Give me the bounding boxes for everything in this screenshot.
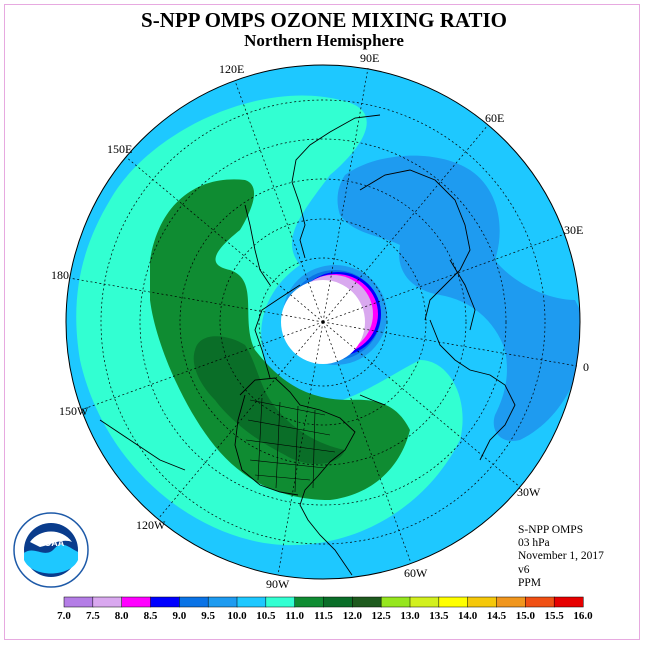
contour-11-5 <box>193 336 345 465</box>
lon-label-150e: 150E <box>107 142 133 156</box>
colorbar-tick-label: 16.0 <box>573 610 593 622</box>
colorbar-tick-label: 8.5 <box>144 610 158 622</box>
colorbar-tick-label: 12.0 <box>343 610 363 622</box>
colorbar-cell <box>207 596 238 608</box>
colorbar-cell <box>92 596 123 608</box>
lon-label-30e: 30E <box>564 223 584 237</box>
map-subtitle: Northern Hemisphere <box>244 31 404 50</box>
map-title: S-NPP OMPS OZONE MIXING RATIO <box>141 8 507 32</box>
lon-label-30w: 30W <box>517 485 541 499</box>
globe-outline <box>65 64 581 580</box>
colorbar: 7.0 7.5 8.0 8.5 9.0 9.5 10.0 10.5 11.0 11.5 12.0 12… <box>57 596 593 622</box>
colorbar-cell <box>121 596 152 608</box>
colorbar-tick-label: 15.0 <box>516 610 536 622</box>
colorbar-tick-label: 13.0 <box>400 610 420 622</box>
info-instrument: S-NPP OMPS <box>518 524 584 536</box>
colorbar-cell <box>525 596 555 608</box>
coastlines <box>99 114 516 576</box>
colorbar-tick-label: 7.5 <box>86 610 100 622</box>
lon-label-0: 0 <box>583 360 589 374</box>
info-version: v6 <box>518 563 530 576</box>
graticule <box>68 67 578 576</box>
lon-label-120e: 120E <box>219 62 245 76</box>
colorbar-tick-label: 9.0 <box>172 610 186 622</box>
lon-label-90e: 90E <box>360 51 380 65</box>
colorbar-cell <box>409 596 440 608</box>
colorbar-tick-label: 14.5 <box>487 610 507 622</box>
colorbar-tick-label: 13.5 <box>429 610 449 622</box>
contour-11-0 <box>150 179 410 500</box>
colorbar-tick-label: 12.5 <box>372 610 392 622</box>
figure-frame <box>4 4 640 640</box>
colorbar-cell <box>265 596 296 608</box>
lon-label-120w: 120W <box>136 518 166 532</box>
info-date: November 1, 2017 <box>518 550 604 563</box>
colorbar-cell <box>63 596 94 608</box>
lon-label-90w: 90W <box>266 577 290 591</box>
noaa-logo-text: NOAA <box>38 538 65 548</box>
info-block: S-NPP OMPS 03 hPa November 1, 2017 v6 PP… <box>518 524 604 590</box>
colorbar-cell <box>438 596 469 608</box>
colorbar-cell <box>352 596 382 608</box>
lon-label-60e: 60E <box>485 111 505 125</box>
colorbar-tick-label: 7.0 <box>57 610 71 622</box>
colorbar-cell <box>294 596 325 608</box>
colorbar-cell <box>467 596 498 608</box>
info-pressure: 03 hPa <box>518 537 550 550</box>
colorbar-cell <box>323 596 353 608</box>
colorbar-tick-label: 15.5 <box>545 610 565 622</box>
colorbar-cell <box>236 596 267 608</box>
colorbar-tick-label: 10.0 <box>227 610 247 622</box>
info-units: PPM <box>518 576 542 589</box>
colorbar-tick-label: 8.0 <box>115 610 129 622</box>
lon-label-180: 180 <box>51 268 69 282</box>
colorbar-tick-label: 14.0 <box>458 610 478 622</box>
lon-label-60w: 60W <box>404 566 428 580</box>
colorbar-tick-label: 10.5 <box>256 610 276 622</box>
colorbar-tick-label: 11.5 <box>314 610 333 622</box>
colorbar-cell <box>380 596 411 608</box>
colorbar-cell <box>553 596 584 608</box>
noaa-logo: NOAA <box>13 512 89 588</box>
colorbar-cell <box>496 596 526 608</box>
us-state-borders <box>245 397 336 493</box>
colorbar-cell <box>179 596 209 608</box>
colorbar-tick-label: 9.5 <box>201 610 215 622</box>
lon-label-150w: 150W <box>59 404 89 418</box>
colorbar-tick-label: 11.0 <box>285 610 304 622</box>
ozone-field <box>66 65 580 579</box>
colorbar-cell <box>150 596 180 608</box>
